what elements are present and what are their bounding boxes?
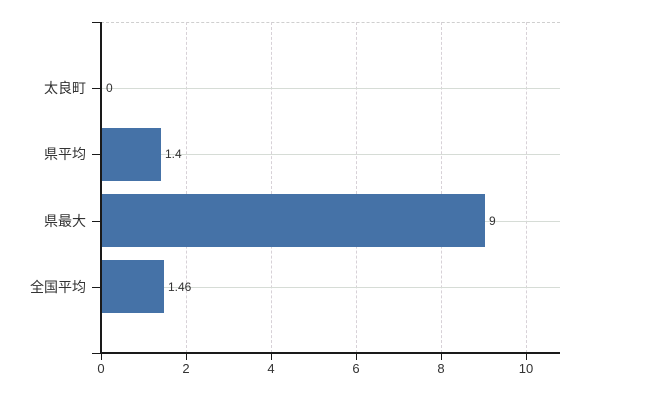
y-tick-mark [92, 221, 101, 222]
x-tick-label: 2 [182, 361, 190, 376]
x-tick-label: 4 [267, 361, 275, 376]
x-tick-label: 8 [437, 361, 445, 376]
bar[interactable] [102, 128, 161, 181]
x-tick-mark [271, 354, 272, 360]
y-tick-mark [92, 22, 101, 23]
category-label: 太良町 [44, 80, 86, 96]
x-gridline [356, 22, 357, 353]
y-tick-mark [92, 154, 101, 155]
bar[interactable] [102, 194, 485, 247]
category-gridline [101, 154, 560, 155]
x-gridline [441, 22, 442, 353]
bar-value-label: 9 [489, 214, 496, 228]
category-gridline [101, 287, 560, 288]
x-gridline [271, 22, 272, 353]
bar-value-label: 1.4 [165, 147, 182, 161]
plot-top-border [101, 22, 560, 23]
x-tick-label: 10 [518, 361, 534, 376]
bar-value-label: 0 [106, 81, 113, 95]
x-tick-mark [441, 354, 442, 360]
category-gridline [101, 88, 560, 89]
x-gridline [186, 22, 187, 353]
bar-value-label: 1.46 [168, 280, 192, 294]
y-axis-line [100, 22, 102, 353]
x-tick-mark [526, 354, 527, 360]
category-label: 県平均 [44, 146, 86, 162]
bar[interactable] [102, 260, 164, 313]
x-tick-mark [101, 354, 102, 360]
category-label: 全国平均 [30, 279, 86, 295]
y-tick-mark [92, 287, 101, 288]
x-tick-mark [356, 354, 357, 360]
x-tick-mark [186, 354, 187, 360]
y-tick-mark [92, 353, 101, 354]
y-tick-mark [92, 88, 101, 89]
category-label: 県最大 [44, 213, 86, 229]
x-axis-line [100, 352, 560, 354]
x-gridline [526, 22, 527, 353]
x-tick-label: 0 [97, 361, 105, 376]
x-tick-label: 6 [352, 361, 360, 376]
